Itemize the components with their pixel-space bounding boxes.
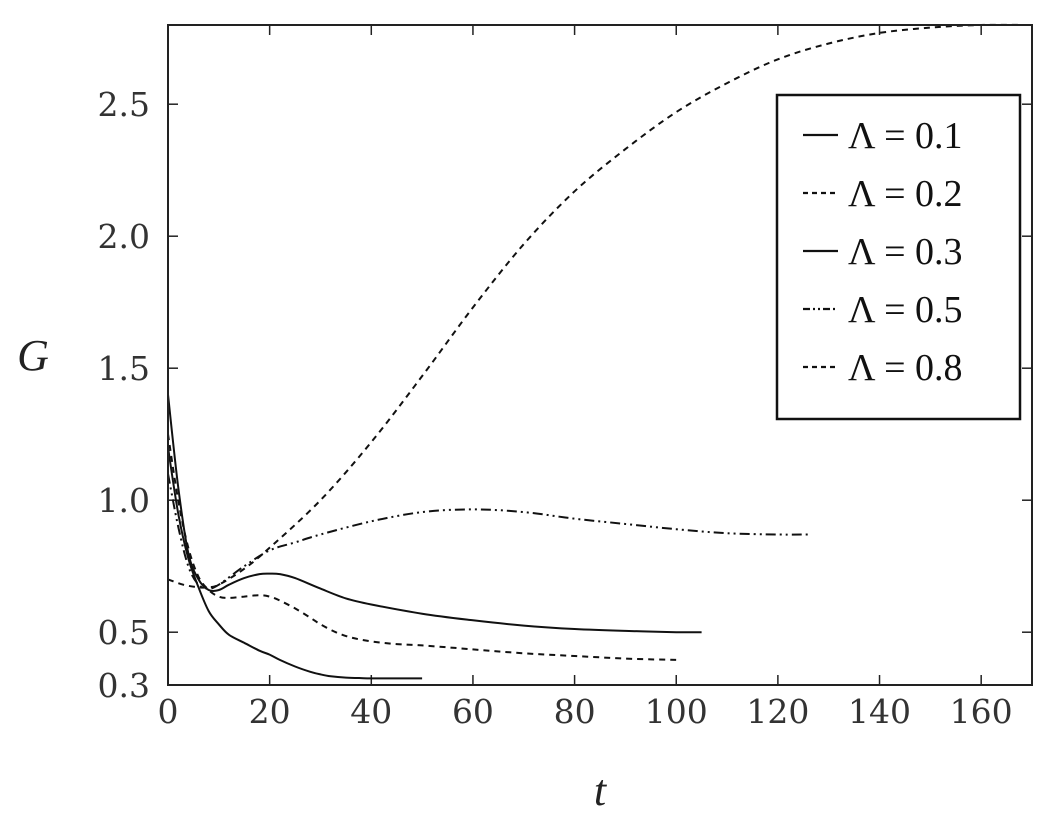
y-tick-label: 1.5 <box>98 349 150 388</box>
x-tick-label: 20 <box>249 692 291 731</box>
y-tick-label: 0.5 <box>98 613 150 652</box>
series-line-3 <box>167 394 702 634</box>
y-axis-label: G <box>17 331 49 380</box>
legend-label-1: Λ = 0.1 <box>848 115 963 157</box>
y-tick-label: 1.0 <box>98 481 150 520</box>
legend-label-4: Λ = 0.5 <box>848 289 963 331</box>
legend-label-5: Λ = 0.8 <box>848 347 963 389</box>
legend-entries: Λ = 0.1 Λ = 0.2 Λ = 0.3 Λ = 0.5 Λ = 0.8 <box>803 115 963 389</box>
y-tick-label: 2.0 <box>98 217 150 256</box>
legend-label-3: Λ = 0.3 <box>848 231 963 273</box>
plot-frame <box>167 24 1033 686</box>
series-line-1 <box>167 447 423 680</box>
y-tick-label: 0.3 <box>98 666 150 705</box>
tick-labels: 0 20 40 60 80 100 120 140 160 0.3 0.5 1.0 1.5 2.0 2.5 <box>98 85 1013 731</box>
legend-label-2: Λ = 0.2 <box>848 173 963 215</box>
x-tick-label: 80 <box>554 692 596 731</box>
x-tick-label: 120 <box>746 692 809 731</box>
x-tick-label: 100 <box>645 692 708 731</box>
x-axis-label: t <box>594 766 608 815</box>
legend: Λ = 0.1 Λ = 0.2 Λ = 0.3 Λ = 0.5 Λ = 0.8 <box>775 93 1022 421</box>
x-tick-label: 40 <box>350 692 392 731</box>
x-tick-label: 0 <box>158 692 179 731</box>
x-tick-label: 140 <box>848 692 911 731</box>
series-line-2 <box>167 434 677 661</box>
x-tick-label: 160 <box>950 692 1013 731</box>
x-tick-label: 60 <box>452 692 494 731</box>
series-line-4 <box>167 473 809 590</box>
legend-box <box>775 93 1022 421</box>
series-line-5 <box>167 23 1033 589</box>
y-tick-label: 2.5 <box>98 85 150 124</box>
series-lines <box>167 23 1033 680</box>
